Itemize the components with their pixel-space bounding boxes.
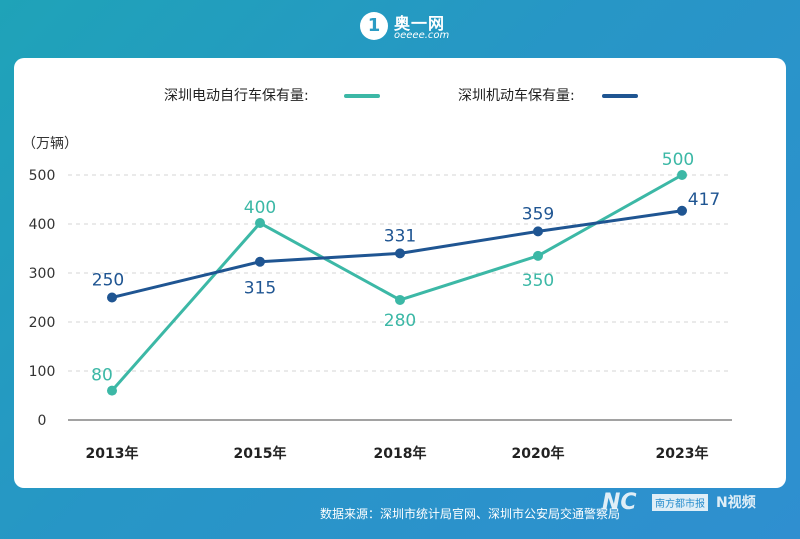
data-label-1-1: 315 bbox=[244, 279, 276, 299]
data-label-0-2: 280 bbox=[384, 311, 416, 331]
data-point-1-4 bbox=[677, 205, 687, 216]
data-label-1-2: 331 bbox=[384, 226, 416, 246]
watermark-tag: 南方都市报 bbox=[652, 494, 708, 511]
y-tick-label-100: 100 bbox=[29, 364, 56, 380]
x-tick-label-4: 2023年 bbox=[656, 445, 709, 462]
data-point-1-1 bbox=[255, 256, 265, 267]
data-source: 数据来源：深圳市统计局官网、深圳市公安局交通警察局 bbox=[320, 507, 621, 521]
data-label-0-4: 500 bbox=[662, 150, 694, 170]
data-label-1-0: 250 bbox=[92, 271, 124, 291]
x-tick-label-0: 2013年 bbox=[86, 445, 139, 462]
watermark-video: N视频 bbox=[716, 495, 756, 511]
data-label-0-3: 350 bbox=[522, 271, 554, 291]
logo-name: 奥一网 bbox=[394, 14, 446, 33]
data-point-0-1 bbox=[255, 218, 265, 229]
line-chart: 0 100 200 300 400 500 （万辆） 2013年 2015年 2018年 2020年… bbox=[22, 87, 732, 462]
data-label-0-0: 80 bbox=[91, 366, 113, 386]
watermark-brand: NC bbox=[602, 490, 637, 515]
legend-label-0: 深圳电动自行车保有量: bbox=[164, 87, 309, 104]
logo-mark: 1 bbox=[360, 12, 388, 40]
y-tick-label-0: 0 bbox=[38, 413, 47, 429]
data-point-0-3 bbox=[533, 250, 543, 261]
series-line-0 bbox=[110, 173, 683, 392]
x-tick-label-3: 2020年 bbox=[512, 445, 565, 462]
data-label-0-1: 400 bbox=[244, 198, 276, 218]
data-point-1-3 bbox=[533, 226, 543, 237]
data-point-1-0 bbox=[107, 292, 117, 303]
legend-label-1: 深圳机动车保有量: bbox=[458, 87, 575, 104]
data-point-1-2 bbox=[395, 248, 405, 259]
y-tick-label-500: 500 bbox=[29, 168, 56, 184]
y-tick-label-300: 300 bbox=[29, 266, 56, 282]
data-label-1-3: 359 bbox=[522, 204, 554, 224]
x-tick-label-1: 2015年 bbox=[234, 445, 287, 462]
logo-domain: oeeee.com bbox=[394, 30, 450, 41]
chart-card: 0 100 200 300 400 500 （万辆） 2013年 2015年 2018年 2020年… bbox=[14, 58, 786, 488]
y-axis-unit: （万辆） bbox=[22, 136, 78, 152]
y-tick-label-200: 200 bbox=[29, 315, 56, 331]
site-logo: 1 奥一网 oeeee.com bbox=[360, 8, 480, 48]
y-tick-label-400: 400 bbox=[29, 217, 56, 233]
data-label-1-4: 417 bbox=[688, 190, 720, 210]
x-tick-label-2: 2018年 bbox=[374, 445, 427, 462]
data-point-0-0 bbox=[107, 385, 117, 396]
data-point-0-4 bbox=[677, 170, 687, 180]
data-point-0-2 bbox=[395, 294, 405, 305]
